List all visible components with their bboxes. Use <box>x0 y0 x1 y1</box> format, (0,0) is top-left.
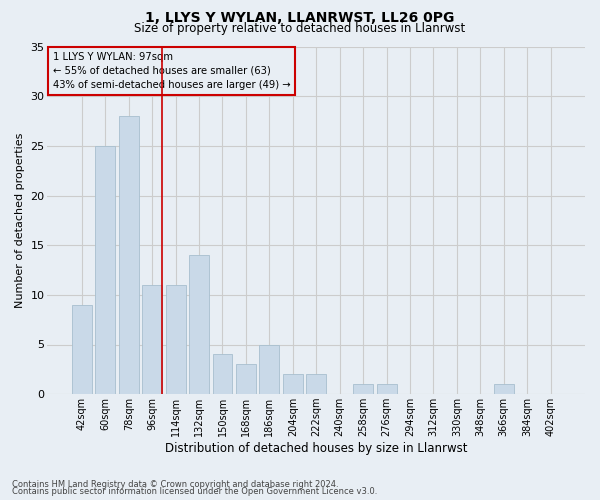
Bar <box>494 384 514 394</box>
X-axis label: Distribution of detached houses by size in Llanrwst: Distribution of detached houses by size … <box>165 442 467 455</box>
Bar <box>189 255 209 394</box>
Text: Size of property relative to detached houses in Llanrwst: Size of property relative to detached ho… <box>134 22 466 35</box>
Bar <box>166 285 185 394</box>
Bar <box>119 116 139 394</box>
Bar <box>283 374 303 394</box>
Bar <box>306 374 326 394</box>
Text: Contains public sector information licensed under the Open Government Licence v3: Contains public sector information licen… <box>12 487 377 496</box>
Bar <box>212 354 232 394</box>
Bar <box>377 384 397 394</box>
Bar <box>72 305 92 394</box>
Text: 1 LLYS Y WYLAN: 97sqm
← 55% of detached houses are smaller (63)
43% of semi-deta: 1 LLYS Y WYLAN: 97sqm ← 55% of detached … <box>53 52 290 90</box>
Bar <box>142 285 162 394</box>
Bar <box>95 146 115 394</box>
Bar <box>353 384 373 394</box>
Bar <box>236 364 256 394</box>
Text: Contains HM Land Registry data © Crown copyright and database right 2024.: Contains HM Land Registry data © Crown c… <box>12 480 338 489</box>
Y-axis label: Number of detached properties: Number of detached properties <box>15 132 25 308</box>
Bar <box>259 344 280 394</box>
Text: 1, LLYS Y WYLAN, LLANRWST, LL26 0PG: 1, LLYS Y WYLAN, LLANRWST, LL26 0PG <box>145 11 455 25</box>
